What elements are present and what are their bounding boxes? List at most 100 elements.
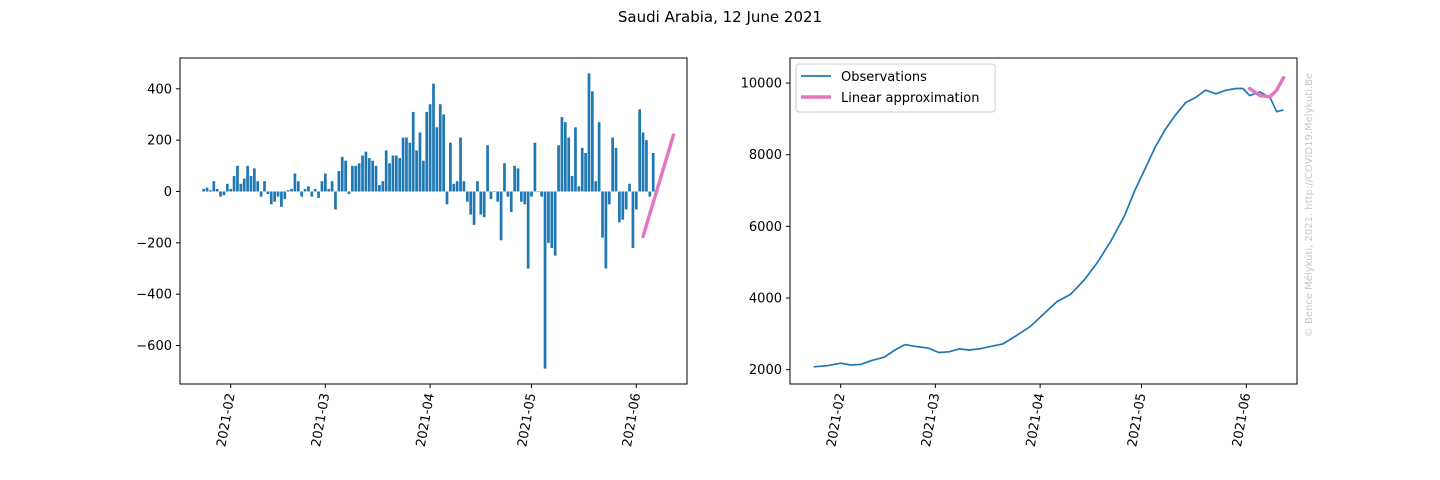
bar <box>459 137 462 192</box>
bar <box>202 188 206 192</box>
left-plot-frame <box>179 57 688 385</box>
bar <box>536 191 540 192</box>
left-x-tick-label: 2021-05 <box>515 392 539 448</box>
bar <box>246 165 249 192</box>
bar <box>601 191 604 238</box>
bar <box>242 178 246 192</box>
bar <box>648 191 652 197</box>
right-y-tick-label: 10000 <box>741 77 782 92</box>
bar <box>618 191 621 223</box>
legend-observations-label: Observations <box>841 70 927 85</box>
right-x-tick-label: 2021-02 <box>824 392 848 448</box>
bar <box>641 132 645 192</box>
bar <box>547 191 550 243</box>
bar <box>513 165 516 192</box>
bar <box>438 104 442 192</box>
bar <box>594 181 598 192</box>
bar <box>543 191 547 369</box>
bar <box>340 156 344 192</box>
right-x-tick-label: 2021-03 <box>919 392 943 448</box>
right-y-tick-label: 4000 <box>749 292 782 307</box>
bar <box>269 191 273 205</box>
legend-linear-label: Linear approximation <box>841 91 979 106</box>
bar <box>212 181 216 192</box>
bar <box>405 137 408 192</box>
bar <box>205 187 209 192</box>
left-x-tick-label: 2021-03 <box>309 392 333 448</box>
bar <box>442 114 445 192</box>
right-y-tick-label: 6000 <box>749 220 782 235</box>
bar <box>347 191 351 195</box>
left-y-tick-label: 400 <box>147 82 172 97</box>
bar <box>584 152 587 192</box>
bar <box>249 176 253 192</box>
bar <box>313 188 317 192</box>
left-y-tick-label: −600 <box>136 339 172 354</box>
bar <box>482 191 486 218</box>
left-x-tick-label: 2021-02 <box>214 392 238 448</box>
bar <box>523 191 527 205</box>
bar <box>614 147 618 192</box>
left-x-tick-label: 2021-06 <box>620 392 644 448</box>
bar <box>256 181 260 192</box>
bar <box>645 140 648 192</box>
bar <box>422 160 425 192</box>
bar <box>462 181 466 192</box>
bar <box>611 137 614 192</box>
bar <box>327 188 331 192</box>
bar <box>351 165 354 192</box>
bar <box>591 91 594 192</box>
bar <box>367 158 371 192</box>
bar <box>570 176 574 192</box>
bar <box>465 191 469 202</box>
bar <box>222 191 226 196</box>
bar <box>472 191 476 225</box>
bar <box>273 191 276 202</box>
right-x-tick-label: 2021-04 <box>1024 392 1048 448</box>
right-x-tick-label: 2021-06 <box>1230 392 1254 448</box>
figure-title: Saudi Arabia, 12 June 2021 <box>618 8 822 26</box>
bar <box>533 142 537 192</box>
bar <box>621 191 625 220</box>
bar <box>391 155 395 192</box>
bar <box>604 191 608 269</box>
right-y-tick-label: 8000 <box>749 148 782 163</box>
bar <box>317 191 320 198</box>
bar <box>415 150 418 192</box>
bar <box>445 191 449 205</box>
bar <box>567 137 571 192</box>
bar <box>209 190 212 192</box>
left-y-tick-label: −400 <box>136 288 172 303</box>
observations-line <box>813 87 1284 368</box>
bar <box>587 73 591 192</box>
bar <box>516 168 520 192</box>
bar <box>381 181 385 192</box>
bar <box>634 191 638 210</box>
bar <box>401 137 405 192</box>
bar <box>225 183 229 192</box>
bar <box>364 151 368 192</box>
bar <box>597 122 601 192</box>
daily-change-bar-chart: −600 −400 −200 0 200 400 2021-02 2021-03 2021-04… <box>136 57 688 448</box>
left-y-tick-label: 200 <box>147 134 172 149</box>
bar <box>408 142 412 192</box>
bar <box>398 158 402 192</box>
bar <box>296 181 300 192</box>
bar <box>303 188 307 192</box>
bar <box>479 191 483 215</box>
bar <box>540 191 544 197</box>
bar <box>638 109 642 192</box>
bar <box>418 132 422 192</box>
bar <box>489 191 493 200</box>
bar <box>560 117 564 192</box>
bar <box>557 145 560 192</box>
bar <box>425 111 429 192</box>
bar <box>263 181 266 192</box>
copyright-watermark: © Bence Mélykúti, 2021. http://COVID19.M… <box>1303 73 1315 337</box>
bar <box>624 191 628 210</box>
bar <box>266 191 270 195</box>
bar <box>469 191 473 215</box>
bar <box>344 160 347 192</box>
bar <box>509 191 513 213</box>
